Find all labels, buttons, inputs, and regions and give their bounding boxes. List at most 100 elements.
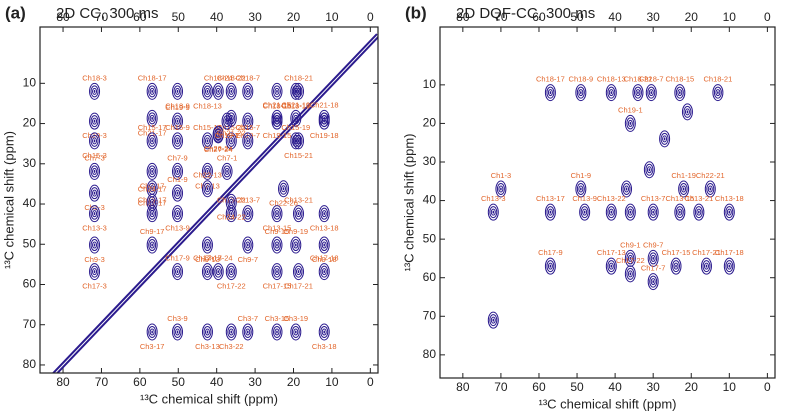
peak-label: Ch18-7: [639, 75, 664, 84]
peak-label: Ch18-22: [217, 73, 246, 82]
peak: [89, 112, 101, 130]
x-tick-label-bottom: 60: [133, 375, 147, 389]
peak: [621, 180, 633, 198]
contour-ring: [295, 210, 301, 218]
peak-label: Ch9-15: [265, 227, 290, 236]
contour-core: [230, 270, 233, 274]
contour-ring: [90, 85, 99, 98]
contour-core: [246, 330, 249, 334]
contour-core: [217, 270, 220, 274]
contour-ring: [679, 183, 688, 195]
contour-core: [323, 212, 326, 216]
contour-ring: [707, 185, 713, 193]
contour-core: [176, 89, 179, 93]
peak: [172, 263, 184, 281]
contour-ring: [544, 257, 556, 275]
x-tick-label-top: 60: [133, 10, 147, 24]
peak: [146, 236, 158, 254]
contour-ring: [201, 236, 213, 254]
peak: [271, 82, 283, 100]
contour-ring: [725, 260, 734, 273]
contour-core: [728, 210, 731, 214]
contour-core: [663, 137, 666, 141]
peak: [146, 193, 158, 211]
contour-ring: [723, 257, 735, 275]
peak: [624, 203, 636, 221]
contour-ring: [92, 241, 98, 249]
contour-core: [717, 91, 719, 95]
contour-core: [709, 187, 712, 191]
contour-ring: [245, 210, 251, 218]
contour-ring: [204, 167, 210, 175]
peak: [674, 84, 686, 102]
contour-core: [276, 119, 278, 123]
contour-ring: [146, 109, 158, 127]
peak-label: Ch1-3: [491, 171, 511, 180]
contour-ring: [678, 180, 690, 198]
peak: [225, 193, 237, 211]
contour-ring: [487, 203, 499, 221]
peak: [645, 84, 657, 102]
peak-label: Ch21-19: [281, 100, 310, 109]
contour-ring: [274, 210, 280, 218]
contour-ring: [245, 117, 251, 125]
contour-ring: [295, 87, 301, 95]
contour-ring: [580, 206, 589, 219]
peak-label: Ch3-19: [283, 314, 308, 323]
peak-label: Ch18-24: [204, 73, 233, 82]
contour-ring: [203, 239, 212, 252]
contour-ring: [321, 117, 327, 125]
contour-ring: [294, 134, 303, 147]
peak: [624, 249, 636, 267]
contour-ring: [172, 82, 184, 100]
contour-ring: [675, 206, 684, 219]
contour-ring: [576, 86, 585, 99]
contour-ring: [146, 323, 158, 341]
contour-ring: [489, 314, 498, 327]
peak: [278, 180, 290, 198]
y-tick-label: 80: [423, 347, 437, 361]
peak-label: Ch18-7: [235, 73, 260, 82]
contour-ring: [575, 180, 587, 198]
contour-ring: [649, 206, 658, 219]
contour-ring: [215, 131, 221, 139]
peak-label: Ch27-24: [204, 145, 233, 154]
contour-ring: [318, 112, 330, 130]
contour-ring: [605, 84, 617, 102]
contour-core: [206, 270, 209, 274]
contour-ring: [201, 132, 213, 150]
contour-ring: [274, 87, 280, 95]
peak: [723, 257, 735, 275]
peak-label: Ch1-9: [571, 171, 591, 180]
contour-ring: [605, 203, 617, 221]
contour-core: [93, 139, 96, 143]
x-tick-label-top: 30: [647, 10, 661, 24]
x-tick-label-top: 40: [210, 10, 224, 24]
peak: [544, 84, 556, 102]
peak: [624, 114, 636, 132]
contour-ring: [700, 257, 712, 275]
contour-core: [93, 212, 96, 216]
contour-ring: [245, 137, 251, 145]
contour-core: [675, 264, 677, 268]
peak: [681, 103, 693, 121]
contour-core: [679, 210, 681, 214]
peak: [292, 205, 304, 223]
contour-ring: [243, 115, 252, 128]
peak: [242, 205, 254, 223]
contour-ring: [635, 89, 641, 97]
contour-ring: [90, 239, 99, 252]
contour-ring: [292, 263, 304, 281]
contour-ring: [272, 115, 281, 128]
x-tick-label-bottom: 30: [248, 375, 262, 389]
contour-ring: [172, 162, 184, 180]
contour-ring: [173, 187, 182, 200]
contour-ring: [224, 117, 230, 125]
contour-ring: [90, 115, 99, 128]
contour-ring: [272, 265, 281, 278]
contour-core: [682, 187, 685, 191]
peak: [674, 203, 686, 221]
contour-core: [728, 264, 731, 268]
peak: [704, 180, 716, 198]
peak-label: Ch18-13: [597, 75, 626, 84]
